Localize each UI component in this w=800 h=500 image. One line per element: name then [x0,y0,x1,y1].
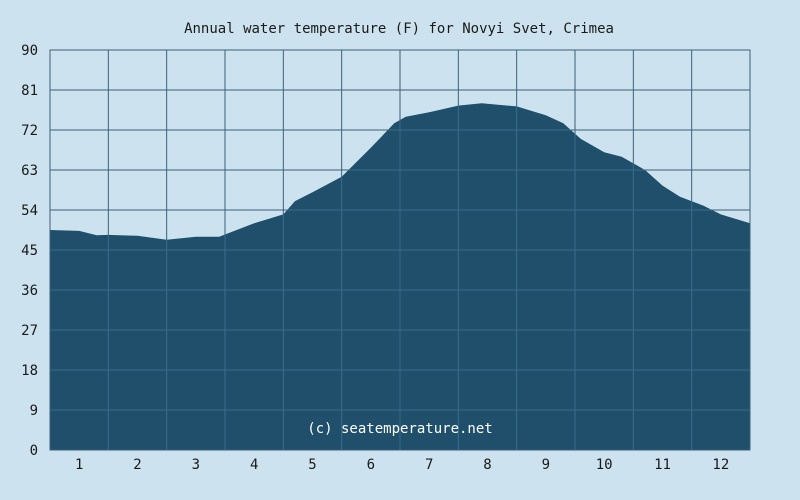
y-tick-label: 0 [30,443,38,459]
x-tick-label: 5 [308,457,316,473]
watermark-text: (c) seatemperature.net [307,421,492,437]
y-tick-label: 27 [21,323,38,339]
x-tick-label: 1 [75,457,83,473]
x-tick-label: 10 [596,457,613,473]
y-tick-label: 9 [30,403,38,419]
x-tick-label: 8 [483,457,491,473]
y-tick-label: 18 [21,363,38,379]
y-tick-label: 63 [21,163,38,179]
x-tick-label: 9 [542,457,550,473]
y-tick-label: 54 [21,203,38,219]
x-tick-label: 6 [367,457,375,473]
x-tick-label: 2 [133,457,141,473]
y-tick-label: 81 [21,83,38,99]
y-tick-label: 72 [21,123,38,139]
x-tick-label: 11 [654,457,671,473]
x-axis-ticks: 1 2 3 4 5 6 7 8 9 10 11 12 [75,457,729,473]
y-tick-label: 45 [21,243,38,259]
y-tick-label: 36 [21,283,38,299]
x-tick-label: 3 [192,457,200,473]
plot-frame [49,49,751,451]
x-tick-label: 12 [712,457,729,473]
y-tick-label: 90 [21,43,38,59]
x-tick-label: 7 [425,457,433,473]
y-axis-ticks: 0 9 18 27 36 45 54 63 72 81 90 [21,43,38,459]
chart-title: Annual water temperature (F) for Novyi S… [184,21,614,37]
x-tick-label: 4 [250,457,258,473]
